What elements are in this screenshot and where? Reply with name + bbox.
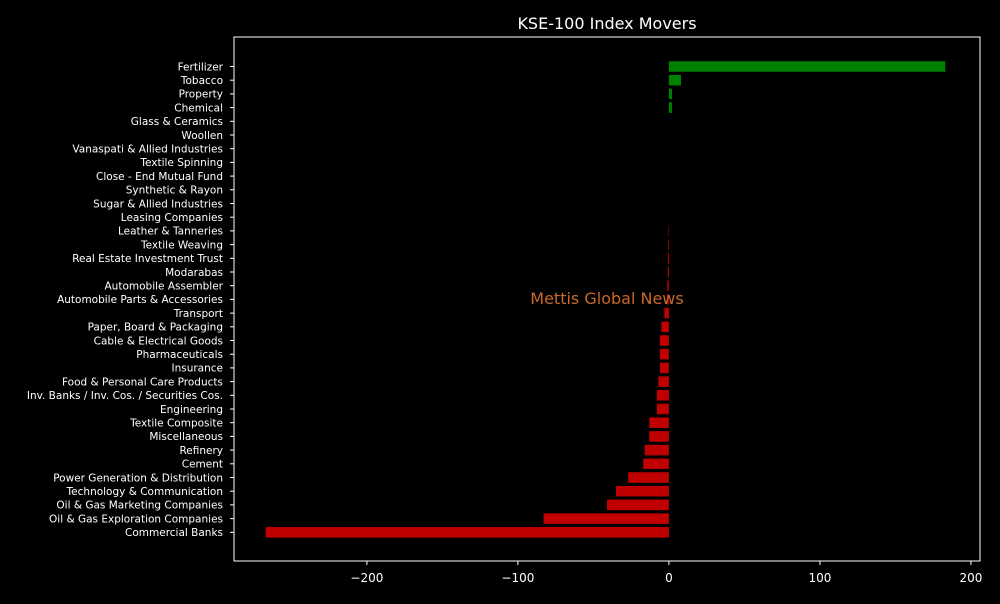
bar (664, 308, 669, 319)
bar (658, 376, 669, 387)
chart-title: KSE-100 Index Movers (517, 14, 696, 33)
y-tick-label: Synthetic & Rayon (126, 185, 223, 197)
y-tick-label: Cement (182, 459, 223, 471)
bar (668, 239, 669, 250)
y-tick-label: Textile Composite (129, 418, 223, 430)
x-tick-label: −200 (350, 571, 383, 585)
y-tick-label: Technology & Communication (66, 486, 223, 498)
x-tick-label: 200 (959, 571, 982, 585)
bar (607, 500, 669, 511)
bar (657, 390, 669, 401)
bar (645, 445, 669, 456)
bar (628, 472, 669, 483)
bar (266, 527, 669, 538)
y-tick-label: Chemical (174, 102, 223, 114)
x-tick-label: 0 (665, 571, 673, 585)
bar (660, 335, 669, 346)
y-tick-label: Inv. Banks / Inv. Cos. / Securities Cos. (27, 390, 223, 402)
y-tick-label: Modarabas (165, 267, 223, 279)
y-tick-label: Automobile Assembler (105, 281, 224, 293)
y-tick-label: Vanaspati & Allied Industries (72, 144, 223, 156)
y-tick-label: Leasing Companies (121, 212, 223, 224)
bar (649, 417, 669, 428)
y-tick-label: Refinery (179, 445, 223, 457)
x-tick-label: −100 (501, 571, 534, 585)
y-tick-label: Textile Spinning (139, 157, 223, 169)
bar (660, 363, 669, 374)
y-tick-label: Transport (173, 308, 223, 320)
bar (661, 322, 669, 333)
y-tick-label: Cable & Electrical Goods (94, 335, 223, 347)
y-tick-label: Property (179, 89, 223, 101)
y-tick-label: Paper, Board & Packaging (88, 322, 223, 334)
bar (657, 404, 669, 415)
y-tick-label: Food & Personal Care Products (62, 376, 223, 388)
y-tick-label: Textile Weaving (140, 239, 223, 251)
y-tick-label: Fertilizer (178, 61, 224, 73)
y-tick-label: Oil & Gas Marketing Companies (56, 500, 223, 512)
bar (643, 459, 669, 470)
bar (660, 349, 669, 360)
y-tick-label: Close - End Mutual Fund (96, 171, 223, 183)
y-tick-label: Glass & Ceramics (131, 116, 223, 128)
y-tick-label: Oil & Gas Exploration Companies (49, 513, 223, 525)
bar (649, 431, 669, 442)
y-tick-label: Sugar & Allied Industries (93, 198, 223, 210)
y-tick-label: Power Generation & Distribution (53, 472, 223, 484)
bar (669, 61, 945, 72)
y-tick-label: Insurance (171, 363, 223, 375)
y-tick-label: Pharmaceuticals (136, 349, 223, 361)
y-tick-label: Real Estate Investment Trust (72, 253, 223, 265)
x-tick-label: 100 (808, 571, 831, 585)
bar (544, 513, 669, 524)
bar (669, 89, 672, 100)
y-tick-label: Engineering (160, 404, 223, 416)
bar (668, 253, 669, 263)
y-tick-label: Woollen (181, 130, 223, 142)
y-tick-label: Commercial Banks (125, 527, 223, 539)
bar (669, 102, 672, 113)
watermark-text: Mettis Global News (530, 289, 683, 308)
bar (669, 75, 681, 86)
y-tick-label: Miscellaneous (149, 431, 223, 443)
bar (616, 486, 669, 497)
bar (668, 267, 669, 278)
y-tick-label: Tobacco (180, 75, 223, 87)
y-tick-label: Leather & Tanneries (118, 226, 223, 238)
y-tick-label: Automobile Parts & Accessories (57, 294, 223, 306)
